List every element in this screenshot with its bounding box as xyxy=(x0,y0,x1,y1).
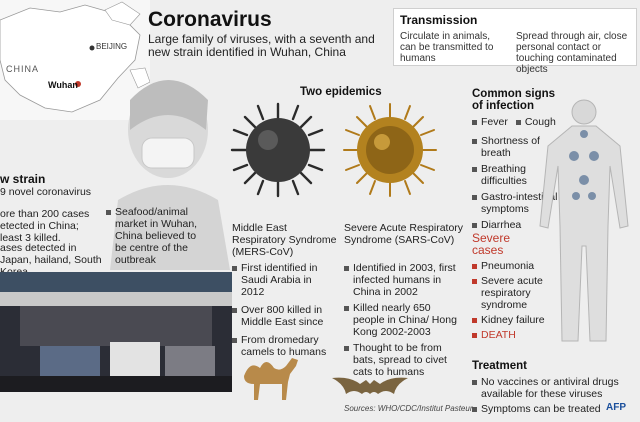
signs-title: Common signs of infection xyxy=(472,88,556,112)
epidemics-title: Two epidemics xyxy=(300,86,382,98)
bullet-icon xyxy=(472,279,477,284)
bullet-icon xyxy=(472,195,477,200)
afp-logo: AFP xyxy=(606,402,626,413)
severe-item: Pneumonia xyxy=(472,260,568,272)
transmission-box: Transmission Circulate in animals, can b… xyxy=(393,8,637,75)
map-capital-label: BEIJING xyxy=(96,42,128,51)
sign-item: Fever xyxy=(472,116,508,128)
severe-item: Severe acute respiratory syndrome xyxy=(472,275,568,311)
map-graphic xyxy=(0,0,150,120)
severe-item: DEATH xyxy=(472,329,568,341)
bullet-icon xyxy=(106,210,111,215)
severe-title: Severe cases xyxy=(472,231,511,257)
bullet-icon xyxy=(232,308,237,313)
mers-list: First identified in Saudi Arabia in 2012… xyxy=(232,262,337,361)
treatment-item: No vaccines or antiviral drugs available… xyxy=(472,376,636,400)
bullet-icon xyxy=(344,346,349,351)
treatment-title: Treatment xyxy=(472,360,527,372)
signs-list: Fever Cough Shortness of breath Breathin… xyxy=(472,116,564,234)
bullet-icon xyxy=(472,407,477,412)
masked-person-photo xyxy=(90,60,240,270)
map-city-label: Wuhan xyxy=(48,80,78,90)
bullet-icon xyxy=(472,333,477,338)
bullet-icon xyxy=(515,120,521,125)
transmission-spread: Spread through air, close personal conta… xyxy=(516,31,628,75)
treatment-list: No vaccines or antiviral drugs available… xyxy=(472,376,636,418)
sign-item: Diarrhea xyxy=(472,219,564,231)
sars-item: Killed nearly 650 people in China/ Hong … xyxy=(344,302,464,338)
bullet-icon xyxy=(472,264,477,269)
transmission-animals: Circulate in animals, can be transmitted… xyxy=(400,31,494,64)
mers-item: Over 800 killed in Middle East since xyxy=(232,304,337,328)
mers-item: From dromedary camels to humans xyxy=(232,334,337,358)
sign-item: Shortness of breath xyxy=(472,135,564,159)
sources-credit: Sources: WHO/CDC/Institut Pasteur xyxy=(344,404,473,413)
bullet-icon xyxy=(472,167,477,172)
bullet-icon xyxy=(472,120,477,125)
treatment-item: Symptoms can be treated xyxy=(472,403,636,415)
camel-icon xyxy=(236,352,306,402)
transmission-title: Transmission xyxy=(400,13,478,27)
bullet-icon xyxy=(232,266,237,271)
sars-item: Thought to be from bats, spread to civet… xyxy=(344,342,464,378)
sars-list: Identified in 2003, first infected human… xyxy=(344,262,464,381)
sars-name: Severe Acute Respiratory Syndrome (SARS-… xyxy=(344,222,464,246)
severe-item: Kidney failure xyxy=(472,314,568,326)
new-strain-title: w strain xyxy=(0,172,46,186)
bullet-icon xyxy=(472,139,477,144)
page-subtitle: Large family of viruses, with a seventh … xyxy=(148,32,375,59)
bullet-icon xyxy=(472,223,477,228)
china-map: CHINA BEIJING Wuhan xyxy=(0,0,150,120)
sars-virus-icon xyxy=(340,100,440,200)
new-strain-cases: ore than 200 cases etected in China; lea… xyxy=(0,208,90,244)
mers-virus-icon xyxy=(228,100,328,200)
signs-row-1: Fever Cough xyxy=(472,116,564,131)
bullet-icon xyxy=(344,266,349,271)
market-note-text: Seafood/animal market in Wuhan, China be… xyxy=(115,206,198,266)
mers-name: Middle East Respiratory Syndrome (MERS-C… xyxy=(232,222,337,258)
human-body-figure xyxy=(528,96,640,346)
sign-item: Cough xyxy=(515,116,556,128)
severe-list: Pneumonia Severe acute respiratory syndr… xyxy=(472,260,568,344)
bullet-icon xyxy=(232,338,237,343)
bullet-icon xyxy=(344,306,349,311)
bullet-icon xyxy=(472,318,477,323)
wuhan-market-photo xyxy=(0,272,232,392)
sign-item: Breathing difficulties xyxy=(472,163,564,187)
page-title: Coronavirus xyxy=(148,8,272,31)
bullet-icon xyxy=(472,380,477,385)
sign-item: Gastro-intestinal symptoms xyxy=(472,191,564,215)
market-note: Seafood/animal market in Wuhan, China be… xyxy=(106,206,206,266)
map-country-label: CHINA xyxy=(6,64,40,74)
bat-icon xyxy=(330,372,410,400)
sars-item: Identified in 2003, first infected human… xyxy=(344,262,464,298)
mers-item: First identified in Saudi Arabia in 2012 xyxy=(232,262,337,298)
new-strain-subtitle: 9 novel coronavirus xyxy=(0,186,92,198)
